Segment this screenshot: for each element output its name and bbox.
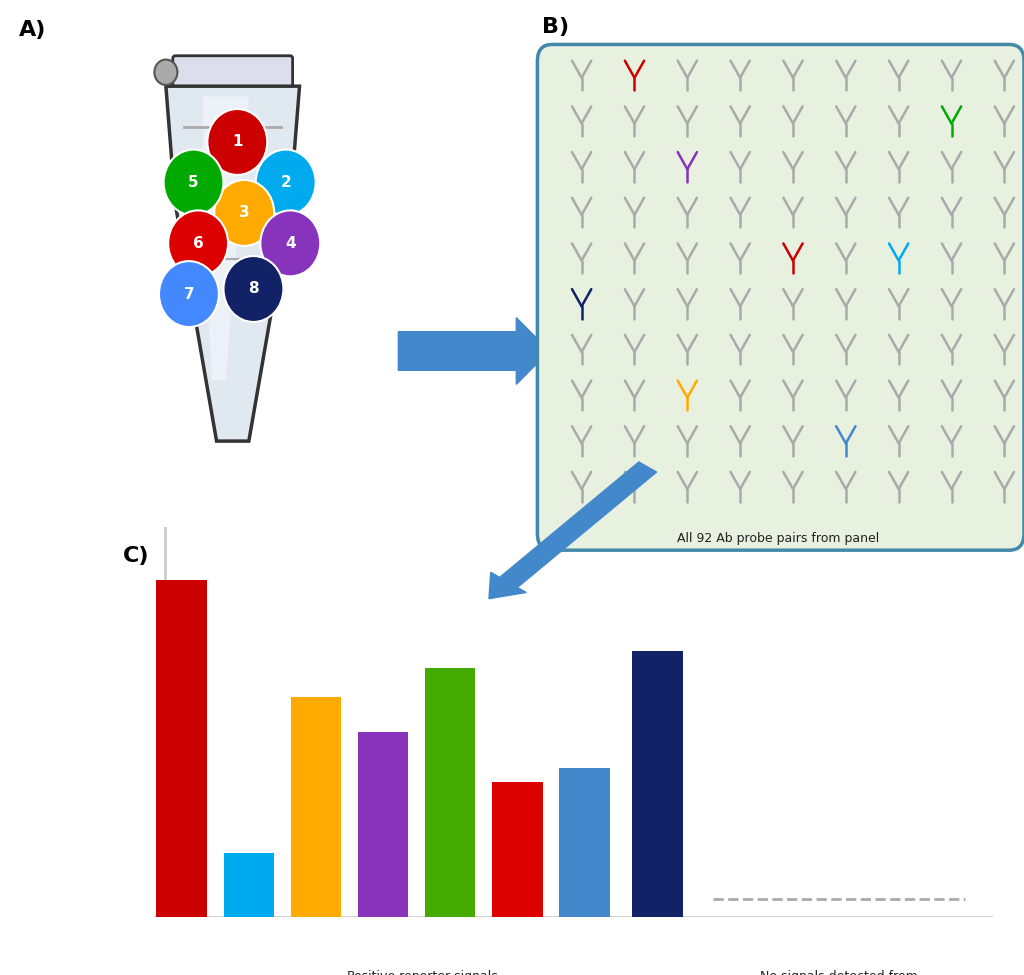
Bar — [425, 668, 475, 916]
Text: 3: 3 — [239, 206, 250, 220]
Circle shape — [214, 180, 274, 246]
Bar — [493, 782, 543, 916]
Bar — [559, 767, 610, 916]
Text: 1: 1 — [232, 135, 243, 149]
Text: Positive reporter signals
detected corresponding to
each of the pooled analytes: Positive reporter signals detected corre… — [335, 970, 510, 975]
Bar — [358, 732, 409, 916]
Bar — [291, 697, 341, 916]
Text: All 92 Ab probe pairs from panel: All 92 Ab probe pairs from panel — [677, 531, 880, 545]
Circle shape — [159, 261, 219, 327]
Bar — [223, 853, 274, 916]
Text: No signals detected from
the other 84 probes: No signals detected from the other 84 pr… — [761, 970, 919, 975]
Circle shape — [207, 109, 267, 175]
Bar — [632, 650, 683, 916]
FancyArrow shape — [489, 462, 656, 599]
PathPatch shape — [203, 97, 249, 380]
Circle shape — [155, 59, 177, 85]
Text: 7: 7 — [183, 287, 195, 301]
FancyBboxPatch shape — [173, 56, 293, 89]
Circle shape — [260, 211, 321, 276]
Text: C): C) — [123, 546, 150, 566]
PathPatch shape — [166, 86, 300, 441]
Text: 6: 6 — [193, 236, 204, 251]
Text: 2: 2 — [281, 176, 291, 190]
Circle shape — [223, 256, 284, 322]
Text: A): A) — [18, 20, 46, 40]
Text: 5: 5 — [188, 176, 199, 190]
Circle shape — [256, 149, 315, 215]
Circle shape — [168, 211, 228, 276]
Bar — [157, 580, 207, 916]
FancyArrow shape — [398, 318, 550, 384]
Circle shape — [164, 149, 223, 215]
Text: B): B) — [543, 17, 569, 37]
Text: 4: 4 — [285, 236, 296, 251]
Text: 8: 8 — [248, 282, 259, 296]
FancyBboxPatch shape — [538, 45, 1024, 550]
